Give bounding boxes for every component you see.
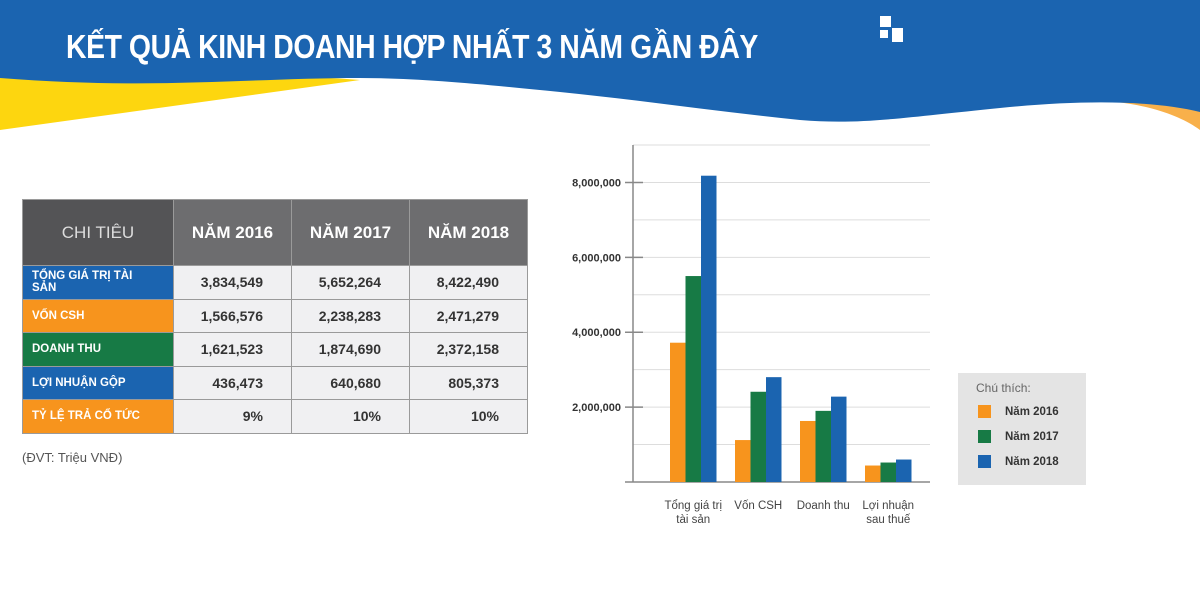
cell-value: 5,652,264	[291, 265, 410, 300]
bar	[766, 377, 782, 482]
bar	[800, 420, 816, 482]
x-tick-label: Lợi nhuận	[862, 500, 914, 512]
x-tick-label: sau thuế	[866, 514, 911, 526]
cell-value: 3,834,549	[173, 265, 292, 300]
cell-value: 1,566,576	[173, 298, 292, 333]
cell-value: 2,372,158	[409, 332, 528, 367]
x-tick-label: Vốn CSH	[734, 500, 782, 512]
bar	[685, 276, 701, 482]
header-chi-tieu: CHI TIÊU	[22, 199, 174, 266]
header-2016: NĂM 2016	[173, 199, 292, 266]
legend-label: Năm 2018	[1005, 455, 1059, 468]
cell-value: 9%	[173, 399, 292, 434]
orange-wave	[1080, 100, 1200, 130]
cell-value: 1,621,523	[173, 332, 292, 367]
unit-note: (ĐVT: Triệu VNĐ)	[22, 450, 123, 465]
legend-swatch	[978, 455, 991, 468]
table-row: VỐN CSH 1,566,576 2,238,283 2,471,279	[22, 298, 528, 333]
row-label: LỢI NHUẬN GỘP	[22, 365, 174, 400]
legend-label: Năm 2016	[1005, 405, 1059, 418]
header-banner	[0, 0, 1200, 130]
bar	[896, 459, 912, 482]
logo-squares-icon	[880, 16, 910, 46]
header-2018: NĂM 2018	[409, 199, 528, 266]
legend-title: Chú thích:	[976, 381, 1031, 395]
table-header-row: CHI TIÊU NĂM 2016 NĂM 2017 NĂM 2018	[22, 199, 528, 266]
y-tick-label: 4,000,000	[572, 327, 621, 339]
cell-value: 2,471,279	[409, 298, 528, 333]
bar	[735, 440, 751, 482]
y-tick-label: 8,000,000	[572, 177, 621, 189]
cell-value: 640,680	[291, 365, 410, 400]
row-label: TỔNG GIÁ TRỊ TÀI SẢN	[22, 265, 174, 300]
cell-value: 1,874,690	[291, 332, 410, 367]
header-2017: NĂM 2017	[291, 199, 410, 266]
table-row: LỢI NHUẬN GỘP 436,473 640,680 805,373	[22, 365, 528, 400]
page-title: KẾT QUẢ KINH DOANH HỢP NHẤT 3 NĂM GẦN ĐÂ…	[66, 28, 758, 65]
bar	[750, 391, 766, 482]
cell-value: 2,238,283	[291, 298, 410, 333]
bar	[865, 465, 881, 482]
row-label: DOANH THU	[22, 332, 174, 367]
row-label: VỐN CSH	[22, 298, 174, 333]
legend-item: Năm 2017	[978, 430, 1086, 443]
table-row: TỶ LỆ TRẢ CỔ TỨC 9% 10% 10%	[22, 399, 528, 434]
legend-item: Năm 2016	[978, 405, 1086, 418]
x-tick-label: Doanh thu	[797, 500, 850, 512]
cell-value: 10%	[409, 399, 528, 434]
bar	[670, 342, 686, 482]
bar	[831, 396, 847, 482]
x-tick-label: tài sản	[676, 514, 710, 526]
legend-label: Năm 2017	[1005, 430, 1059, 443]
cell-value: 8,422,490	[409, 265, 528, 300]
bar	[880, 462, 896, 482]
row-label: TỶ LỆ TRẢ CỔ TỨC	[22, 399, 174, 434]
cell-value: 436,473	[173, 365, 292, 400]
cell-value: 805,373	[409, 365, 528, 400]
x-tick-label: Tổng giá trị	[664, 500, 722, 512]
bar	[815, 410, 831, 482]
bar	[701, 175, 717, 482]
yellow-wave	[0, 72, 360, 130]
legend-swatch	[978, 430, 991, 443]
cell-value: 10%	[291, 399, 410, 434]
y-tick-label: 2,000,000	[572, 402, 621, 414]
legend-item: Năm 2018	[978, 455, 1086, 468]
table-row: DOANH THU 1,621,523 1,874,690 2,372,158	[22, 332, 528, 367]
bar-chart: 2,000,000 4,000,000 6,000,000 8,000,000 Tổng…	[572, 144, 930, 526]
legend: Chú thích: Năm 2016 Năm 2017 Năm 2018	[958, 373, 1086, 485]
table-row: TỔNG GIÁ TRỊ TÀI SẢN 3,834,549 5,652,264 8,…	[22, 265, 528, 300]
legend-swatch	[978, 405, 991, 418]
y-tick-label: 6,000,000	[572, 252, 621, 264]
results-table: CHI TIÊU NĂM 2016 NĂM 2017 NĂM 2018 TỔNG…	[22, 199, 528, 434]
